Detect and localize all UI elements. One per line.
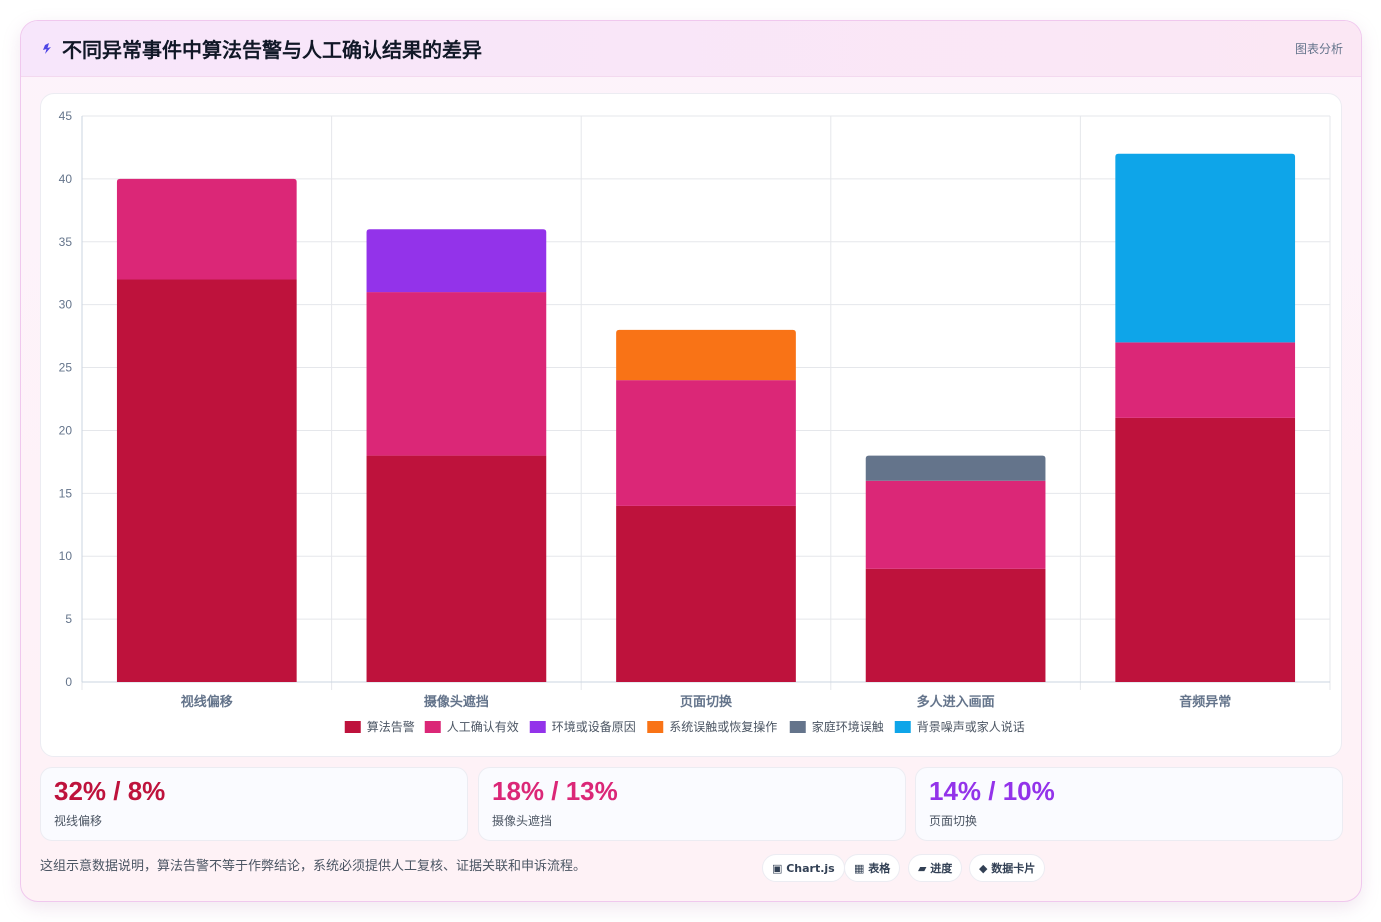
bar-segment bbox=[616, 329, 796, 381]
y-tick-label: 0 bbox=[65, 675, 72, 689]
x-tick-label: 音频异常 bbox=[1179, 694, 1231, 710]
chart-analysis-link[interactable]: 图表分析 bbox=[1294, 42, 1343, 56]
bar-segment bbox=[616, 505, 796, 682]
legend-swatch bbox=[647, 721, 664, 733]
legend-label: 环境或设备原因 bbox=[552, 719, 636, 734]
stat-label: 摄像头遮挡 bbox=[492, 814, 553, 828]
card-header: 不同异常事件中算法告警与人工确认结果的差异 图表分析 bbox=[21, 21, 1361, 77]
legend-label: 背景噪声或家人说话 bbox=[917, 719, 1025, 734]
legend-label: 人工确认有效 bbox=[447, 719, 519, 734]
stat-value: 14% / 10% bbox=[929, 776, 1055, 806]
bar-segment bbox=[865, 455, 1046, 481]
y-tick-label: 20 bbox=[59, 423, 73, 437]
stat-value: 32% / 8% bbox=[54, 776, 166, 806]
y-tick-label: 10 bbox=[59, 549, 73, 563]
legend-label: 算法告警 bbox=[367, 719, 415, 734]
legend-label: 系统误触或恢复操作 bbox=[669, 719, 777, 734]
bar-segment bbox=[1115, 342, 1296, 418]
x-tick-label: 多人进入画面 bbox=[917, 694, 995, 710]
chip-chartjs[interactable]: ▣ Chart.js bbox=[762, 854, 845, 882]
bar-segment bbox=[366, 229, 547, 293]
y-tick-label: 5 bbox=[65, 612, 72, 626]
lightning-icon bbox=[43, 43, 51, 54]
y-tick-label: 15 bbox=[59, 486, 73, 500]
x-tick-label: 摄像头遮挡 bbox=[424, 694, 489, 710]
y-tick-label: 30 bbox=[59, 298, 73, 312]
bar-segment bbox=[366, 455, 547, 682]
stat-value: 18% / 13% bbox=[492, 776, 618, 806]
y-tick-label: 40 bbox=[59, 172, 73, 186]
legend-swatch bbox=[894, 721, 911, 733]
stat-label: 页面切换 bbox=[929, 814, 978, 828]
bar-segment bbox=[1115, 153, 1296, 343]
bar-segment bbox=[116, 279, 297, 682]
y-tick-label: 35 bbox=[59, 235, 73, 249]
bar-segment bbox=[616, 380, 796, 506]
legend-label: 家庭环境误触 bbox=[812, 719, 884, 734]
chart-title: 不同异常事件中算法告警与人工确认结果的差异 bbox=[62, 38, 482, 62]
legend-swatch bbox=[529, 721, 546, 733]
bar-segment bbox=[116, 178, 297, 280]
legend-swatch bbox=[424, 721, 441, 733]
bar-segment bbox=[865, 568, 1046, 682]
y-tick-label: 25 bbox=[59, 361, 73, 375]
x-tick-label: 页面切换 bbox=[680, 694, 733, 710]
stat-card-gaze: 32% / 8% 视线偏移 bbox=[40, 767, 468, 841]
footnote: 这组示意数据说明，算法告警不等于作弊结论，系统必须提供人工复核、证据关联和申诉流… bbox=[40, 859, 587, 874]
stacked-bar-chart: 0 5 10 15 20 25 30 35 40 45 视线偏移 摄像头遮挡 页面切换 多人进入画面 音频异… bbox=[59, 109, 1331, 734]
chip-table[interactable]: ▦ 表格 bbox=[844, 854, 901, 882]
bar-segment bbox=[366, 292, 547, 456]
legend-swatch bbox=[789, 721, 806, 733]
chart-panel: 0 5 10 15 20 25 30 35 40 45 视线偏移 摄像头遮挡 页面切换 多人进入画面 音频异… bbox=[40, 93, 1342, 757]
bar-segment bbox=[865, 480, 1046, 569]
bar-segment bbox=[1115, 417, 1296, 682]
y-tick-label: 45 bbox=[59, 109, 73, 123]
legend-swatch bbox=[344, 721, 361, 733]
stat-card-page-switch: 14% / 10% 页面切换 bbox=[915, 767, 1343, 841]
stat-card-camera: 18% / 13% 摄像头遮挡 bbox=[478, 767, 906, 841]
x-tick-label: 视线偏移 bbox=[181, 694, 233, 710]
chart-card: 不同异常事件中算法告警与人工确认结果的差异 图表分析 0 5 10 15 20 25 30 3… bbox=[20, 20, 1362, 902]
chip-data-card[interactable]: ◆ 数据卡片 bbox=[969, 854, 1046, 882]
stat-label: 视线偏移 bbox=[54, 814, 103, 828]
chip-progress[interactable]: ▰ 进度 bbox=[908, 854, 963, 882]
